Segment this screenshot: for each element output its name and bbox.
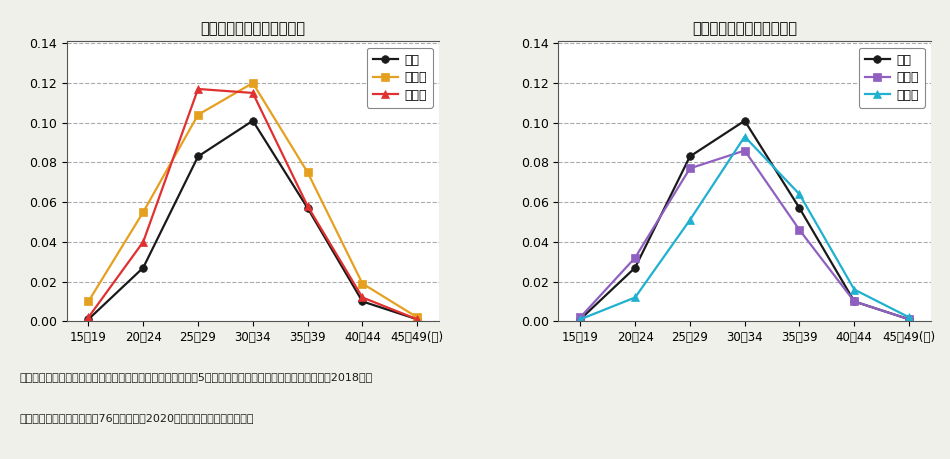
島根県 bbox=[192, 86, 203, 92]
北海道 bbox=[739, 148, 750, 153]
全国 bbox=[356, 299, 368, 304]
Line: 全国: 全国 bbox=[85, 117, 421, 323]
Line: 東京都: 東京都 bbox=[577, 133, 913, 323]
東京都 bbox=[630, 295, 641, 300]
沖縄県 bbox=[138, 209, 149, 215]
東京都 bbox=[794, 191, 806, 197]
北海道 bbox=[630, 255, 641, 261]
Line: 北海道: 北海道 bbox=[577, 147, 913, 323]
全国 bbox=[138, 265, 149, 270]
北海道 bbox=[575, 314, 586, 320]
沖縄県 bbox=[356, 281, 368, 286]
沖縄県 bbox=[83, 299, 94, 304]
島根県 bbox=[138, 239, 149, 245]
北海道 bbox=[794, 227, 806, 233]
Text: 『人口問題研究』第76巻第１号、2020年３月、表１を基に作成。: 『人口問題研究』第76巻第１号、2020年３月、表１を基に作成。 bbox=[19, 413, 254, 423]
東京都 bbox=[848, 287, 860, 292]
全国 bbox=[192, 154, 203, 159]
Title: 【全国、北海道、東京都】: 【全国、北海道、東京都】 bbox=[693, 21, 797, 36]
全国 bbox=[575, 317, 586, 322]
Line: 島根県: 島根県 bbox=[85, 85, 421, 323]
Text: 資料：別府志海・佐々井司「都道府県別にみた女性の年齢（5歳階級）別出生率および合計特殊出生率：2018年」: 資料：別府志海・佐々井司「都道府県別にみた女性の年齢（5歳階級）別出生率および合… bbox=[19, 372, 372, 382]
Legend: 全国, 沖縄県, 島根県: 全国, 沖縄県, 島根県 bbox=[367, 48, 433, 108]
島根県 bbox=[356, 295, 368, 300]
東京都 bbox=[575, 317, 586, 322]
全国 bbox=[794, 205, 806, 211]
東京都 bbox=[739, 134, 750, 140]
沖縄県 bbox=[411, 314, 423, 320]
Line: 全国: 全国 bbox=[577, 117, 913, 323]
全国 bbox=[247, 118, 258, 123]
島根県 bbox=[247, 90, 258, 95]
沖縄県 bbox=[247, 80, 258, 86]
Title: 【全国、沖縄県、島根県】: 【全国、沖縄県、島根県】 bbox=[200, 21, 305, 36]
全国 bbox=[684, 154, 695, 159]
東京都 bbox=[903, 314, 915, 320]
島根県 bbox=[83, 314, 94, 320]
全国 bbox=[83, 317, 94, 322]
島根県 bbox=[302, 203, 314, 209]
全国 bbox=[302, 205, 314, 211]
Line: 沖縄県: 沖縄県 bbox=[85, 79, 421, 321]
全国 bbox=[411, 317, 423, 322]
全国 bbox=[630, 265, 641, 270]
北海道 bbox=[848, 299, 860, 304]
沖縄県 bbox=[302, 170, 314, 175]
全国 bbox=[739, 118, 750, 123]
沖縄県 bbox=[192, 112, 203, 118]
全国 bbox=[848, 299, 860, 304]
北海道 bbox=[684, 166, 695, 171]
全国 bbox=[903, 317, 915, 322]
東京都 bbox=[684, 217, 695, 223]
北海道 bbox=[903, 317, 915, 322]
島根県 bbox=[411, 317, 423, 322]
Legend: 全国, 北海道, 東京都: 全国, 北海道, 東京都 bbox=[859, 48, 924, 108]
